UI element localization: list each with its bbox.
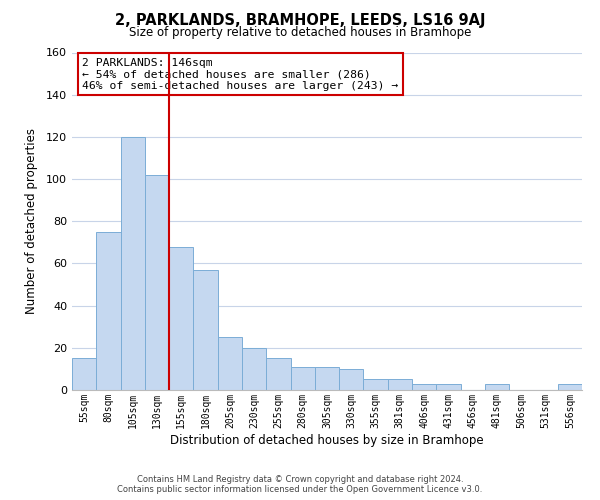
Bar [193, 270, 218, 390]
Bar [558, 384, 582, 390]
Text: 2, PARKLANDS, BRAMHOPE, LEEDS, LS16 9AJ: 2, PARKLANDS, BRAMHOPE, LEEDS, LS16 9AJ [115, 12, 485, 28]
Y-axis label: Number of detached properties: Number of detached properties [25, 128, 38, 314]
Bar [121, 137, 145, 390]
Bar [364, 380, 388, 390]
Bar [169, 246, 193, 390]
Bar [96, 232, 121, 390]
Text: Contains HM Land Registry data © Crown copyright and database right 2024.
Contai: Contains HM Land Registry data © Crown c… [118, 474, 482, 494]
Bar [218, 338, 242, 390]
Text: Size of property relative to detached houses in Bramhope: Size of property relative to detached ho… [129, 26, 471, 39]
Bar [436, 384, 461, 390]
Bar [72, 358, 96, 390]
Bar [242, 348, 266, 390]
Bar [290, 367, 315, 390]
Bar [485, 384, 509, 390]
Bar [315, 367, 339, 390]
Bar [388, 380, 412, 390]
Bar [339, 369, 364, 390]
X-axis label: Distribution of detached houses by size in Bramhope: Distribution of detached houses by size … [170, 434, 484, 446]
Bar [412, 384, 436, 390]
Text: 2 PARKLANDS: 146sqm
← 54% of detached houses are smaller (286)
46% of semi-detac: 2 PARKLANDS: 146sqm ← 54% of detached ho… [82, 58, 398, 91]
Bar [266, 358, 290, 390]
Bar [145, 175, 169, 390]
